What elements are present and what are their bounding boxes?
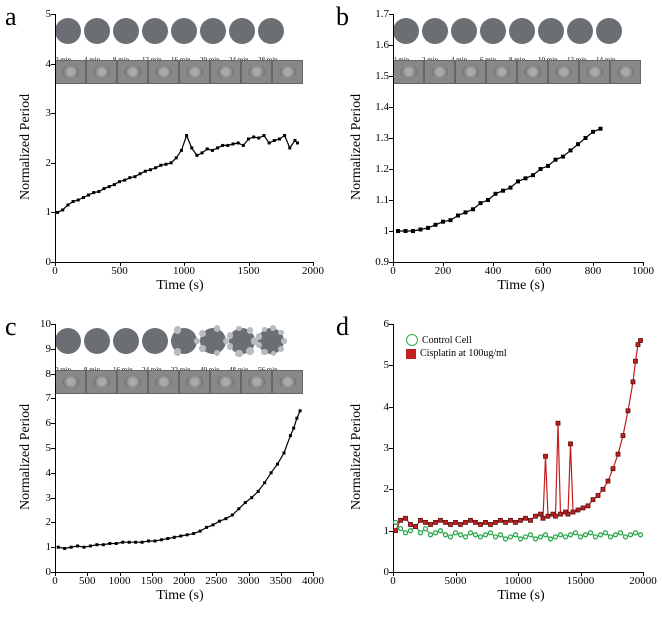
- xtick: 800: [578, 265, 608, 277]
- ytick: 9: [23, 343, 51, 355]
- xtick: 5000: [441, 575, 471, 587]
- panel-c-plot: [55, 324, 313, 572]
- ytick: 1: [361, 525, 389, 537]
- ytick: 1.3: [361, 132, 389, 144]
- xtick: 1000: [169, 265, 199, 277]
- panel-c-xlabel: Time (s): [140, 588, 220, 604]
- legend-item: Cisplatin at 100ug/ml: [406, 348, 507, 359]
- xtick: 2000: [169, 575, 199, 587]
- ytick: 2: [23, 516, 51, 528]
- ytick: 4: [361, 401, 389, 413]
- xtick: 1500: [234, 265, 264, 277]
- xtick: 400: [478, 265, 508, 277]
- panel-b-ylabel: Normalized Period: [349, 94, 365, 200]
- panel-a: a 0 min4 min8 min12 min16 min20 min24 mi…: [0, 0, 331, 300]
- xtick: 0: [40, 265, 70, 277]
- ytick: 1.1: [361, 194, 389, 206]
- xtick: 20000: [628, 575, 658, 587]
- xtick: 3500: [266, 575, 296, 587]
- panel-b-xlabel: Time (s): [481, 278, 561, 294]
- legend-item: Control Cell: [406, 334, 507, 346]
- panel-c-ylabel: Normalized Period: [18, 404, 34, 510]
- xtick: 4000: [298, 575, 328, 587]
- panel-a-xlabel: Time (s): [140, 278, 220, 294]
- panel-a-plot: [55, 14, 313, 262]
- ytick: 3: [361, 442, 389, 454]
- panel-a-label: a: [5, 2, 17, 32]
- ytick: 5: [361, 359, 389, 371]
- legend-swatch: [406, 334, 418, 346]
- xtick: 600: [528, 265, 558, 277]
- panel-b: b 0 min2 min4 min6 min8 min10 min12 min1…: [331, 0, 662, 300]
- figure-root: a 0 min4 min8 min12 min16 min20 min24 mi…: [0, 0, 662, 618]
- xtick: 3000: [234, 575, 264, 587]
- panel-d-legend: Control Cell Cisplatin at 100ug/ml: [406, 334, 507, 361]
- panel-d-label: d: [336, 312, 349, 342]
- panel-c-label: c: [5, 312, 17, 342]
- panel-c: c 0 min8 min16 min24 min32 min40 min48 m…: [0, 310, 331, 610]
- ytick: 4: [23, 58, 51, 70]
- ytick: 1.7: [361, 8, 389, 20]
- xtick: 1000: [628, 265, 658, 277]
- panel-b-label: b: [336, 2, 349, 32]
- xtick: 10000: [503, 575, 533, 587]
- ytick: 8: [23, 368, 51, 380]
- panel-d-xlabel: Time (s): [481, 588, 561, 604]
- ytick: 1.4: [361, 101, 389, 113]
- panel-d-plot: [393, 324, 643, 572]
- xtick: 0: [40, 575, 70, 587]
- xtick: 1000: [105, 575, 135, 587]
- xtick: 0: [378, 265, 408, 277]
- ytick: 1: [23, 206, 51, 218]
- xtick: 200: [428, 265, 458, 277]
- xtick: 2500: [201, 575, 231, 587]
- panel-b-plot: [393, 14, 643, 262]
- ytick: 1: [23, 541, 51, 553]
- ytick: 6: [361, 318, 389, 330]
- ytick: 5: [23, 8, 51, 20]
- legend-label: Control Cell: [422, 335, 472, 346]
- xtick: 0: [378, 575, 408, 587]
- xtick: 500: [72, 575, 102, 587]
- ytick: 2: [361, 483, 389, 495]
- ytick: 7: [23, 392, 51, 404]
- panel-d: d 0123456 05000100001500020000 Normalize…: [331, 310, 662, 610]
- ytick: 1.6: [361, 39, 389, 51]
- panel-a-ylabel: Normalized Period: [18, 94, 34, 200]
- xtick: 1500: [137, 575, 167, 587]
- ytick: 10: [23, 318, 51, 330]
- legend-swatch: [406, 349, 416, 359]
- xtick: 2000: [298, 265, 328, 277]
- ytick: 1: [361, 225, 389, 237]
- ytick: 1.5: [361, 70, 389, 82]
- panel-d-ylabel: Normalized Period: [349, 404, 365, 510]
- ytick: 1.2: [361, 163, 389, 175]
- legend-label: Cisplatin at 100ug/ml: [420, 348, 507, 359]
- xtick: 500: [105, 265, 135, 277]
- xtick: 15000: [566, 575, 596, 587]
